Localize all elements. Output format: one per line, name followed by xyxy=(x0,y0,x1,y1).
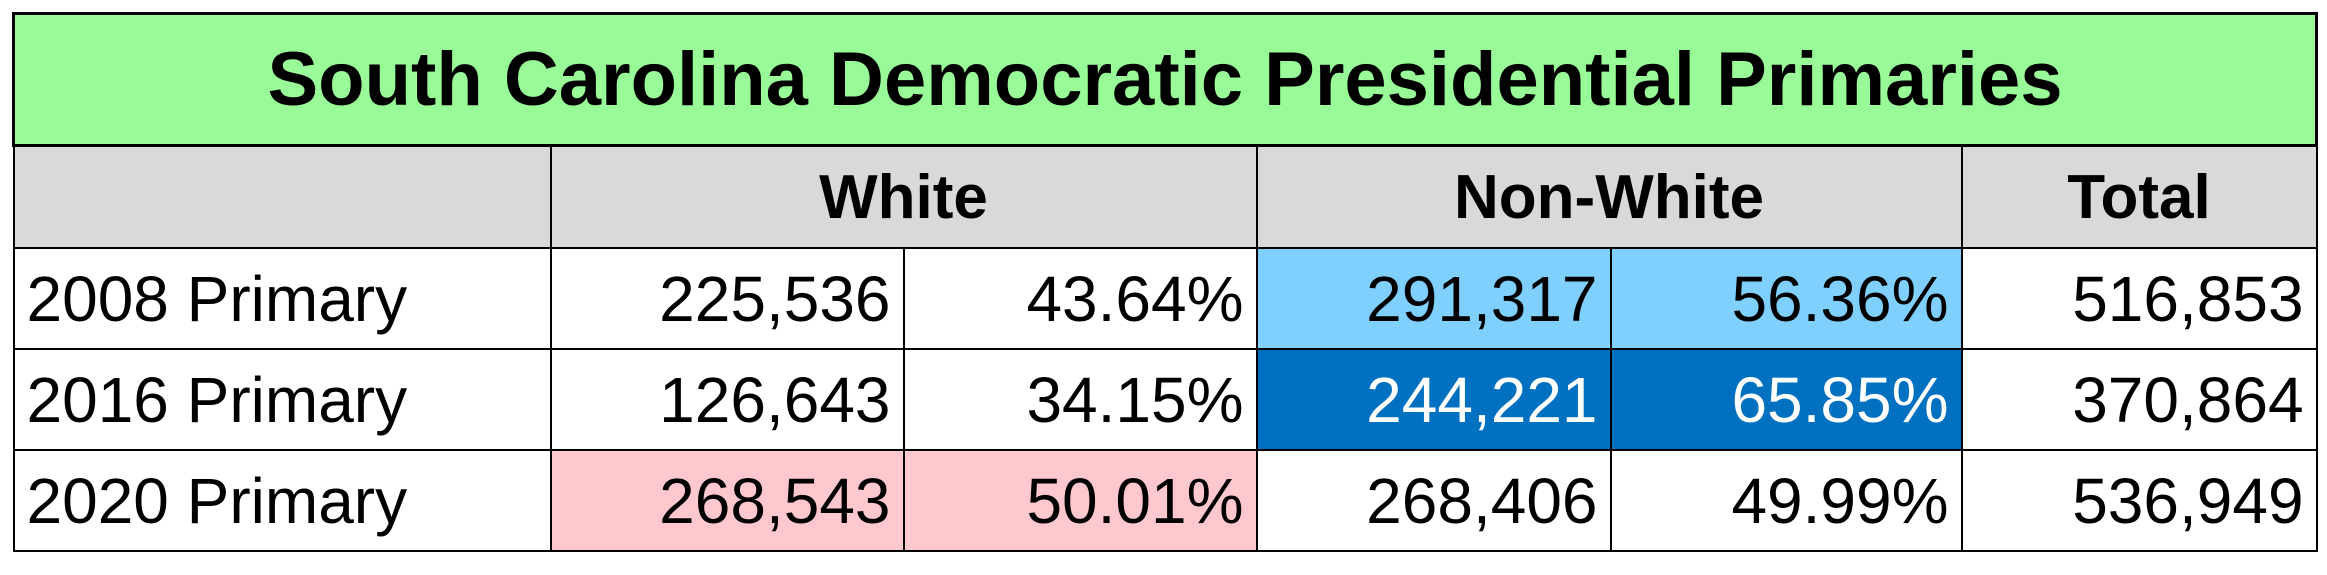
cell: 244,221 xyxy=(1255,348,1612,451)
cell: 126,643 xyxy=(549,348,905,451)
cell: 516,853 xyxy=(1960,247,2318,350)
cell: 291,317 xyxy=(1255,247,1612,350)
cell: 34.15% xyxy=(902,348,1258,451)
cell: 370,864 xyxy=(1960,348,2318,451)
results-table: South Carolina Democratic Presidential P… xyxy=(11,12,2319,552)
cell: 50.01% xyxy=(902,449,1258,552)
cell: 268,406 xyxy=(1255,449,1612,552)
cell: 56.36% xyxy=(1609,247,1963,350)
cell: 65.85% xyxy=(1609,348,1963,451)
cell: 268,543 xyxy=(549,449,905,552)
cell: 49.99% xyxy=(1609,449,1963,552)
header-cell: Non-White xyxy=(1255,144,1963,249)
header-cell: White xyxy=(549,144,1258,249)
row-label: 2020 Primary xyxy=(12,449,552,552)
table-title: South Carolina Democratic Presidential P… xyxy=(11,12,2319,147)
cell: 43.64% xyxy=(902,247,1258,350)
header-cell: Total xyxy=(1960,144,2318,249)
row-label: 2008 Primary xyxy=(12,247,552,350)
cell: 536,949 xyxy=(1960,449,2318,552)
cell: 225,536 xyxy=(549,247,905,350)
row-label: 2016 Primary xyxy=(12,348,552,451)
header-cell xyxy=(12,144,552,249)
